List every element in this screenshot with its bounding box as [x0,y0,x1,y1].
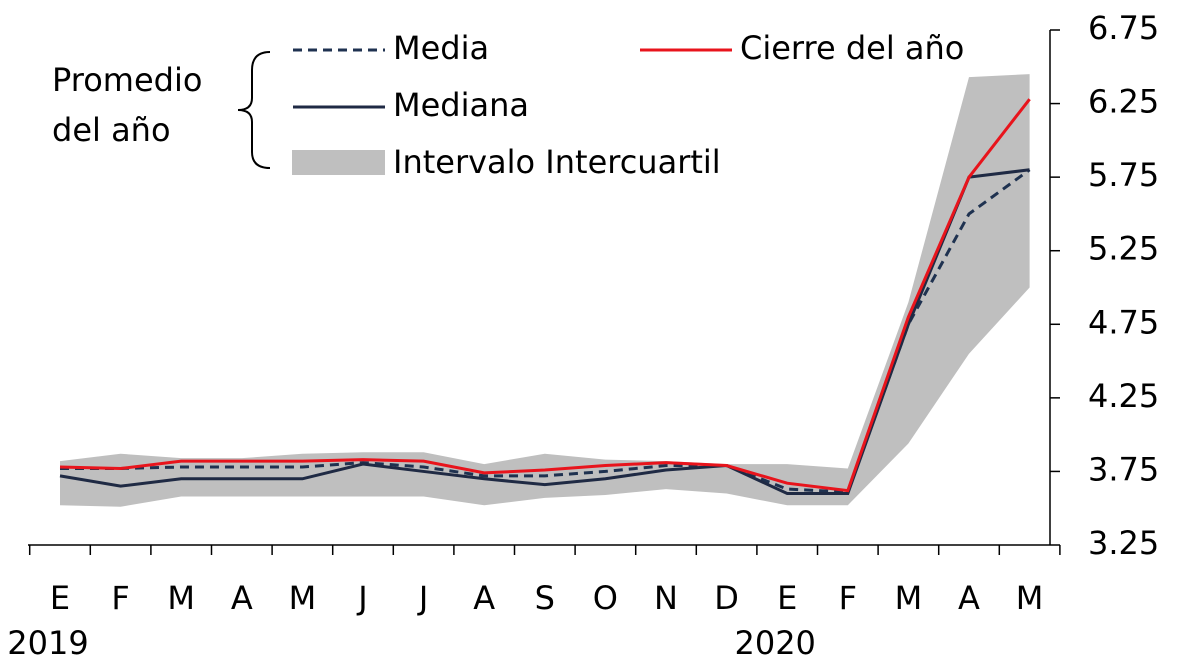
x-tick-label: M [289,579,317,617]
x-tick-label: A [473,579,495,617]
x-tick-label: D [714,579,739,617]
legend-group-label: Promedio [52,61,202,99]
series-line [60,168,1031,494]
x-tick-label: F [839,579,857,617]
x-tick-label: A [958,579,980,617]
x-tick-label: J [356,579,367,617]
year-label: 2019 [7,624,88,662]
y-tick-label: 3.75 [1088,450,1159,488]
x-tick-label: J [417,579,428,617]
x-tick-label: N [654,579,678,617]
x-tick-label: E [50,579,70,617]
x-tick-label: A [231,579,253,617]
year-label: 2020 [734,624,815,662]
legend-group-label: del año [52,111,171,149]
y-tick-label: 4.75 [1088,303,1159,341]
x-tick-label: M [167,579,195,617]
y-tick-label: 6.75 [1088,9,1159,47]
legend-bracket [237,51,271,169]
x-tick-label: E [777,579,797,617]
legend-label: Mediana [393,86,529,124]
x-tick-label: M [1016,579,1044,617]
x-tick-label: S [535,579,555,617]
series-line [59,98,1031,493]
y-tick-label: 6.25 [1088,83,1159,121]
y-tick-label: 5.75 [1088,156,1159,194]
legend-label: Intervalo Intercuartil [393,143,721,181]
y-tick-label: 5.25 [1088,230,1159,268]
legend-swatch [292,150,385,175]
x-tick-label: M [895,579,923,617]
y-tick-label: 3.25 [1088,524,1159,562]
y-tick-label: 4.25 [1088,377,1159,415]
legend-label: Media [393,29,489,67]
x-tick-label: F [111,579,129,617]
x-tick-label: O [593,579,618,617]
legend-label: Cierre del año [740,29,964,67]
interquartile-band [60,74,1030,507]
